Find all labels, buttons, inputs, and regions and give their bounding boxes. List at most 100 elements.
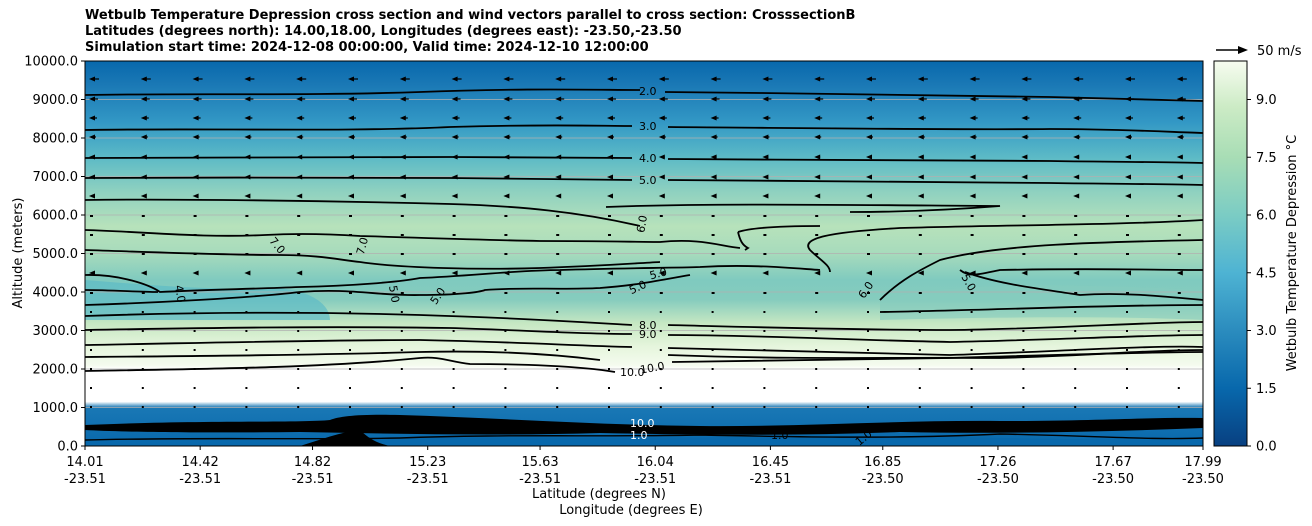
wind-vector bbox=[400, 368, 403, 370]
wind-vector-head bbox=[969, 134, 976, 140]
wind-vector bbox=[867, 311, 869, 313]
wind-vector bbox=[1177, 330, 1180, 332]
wind-vector bbox=[297, 215, 301, 217]
wind-vector-head bbox=[866, 174, 872, 180]
wind-vector bbox=[918, 215, 922, 217]
colorbar-tick-label: 6.0 bbox=[1256, 209, 1277, 224]
wind-vector bbox=[659, 311, 662, 313]
wind-vector-head bbox=[969, 154, 976, 160]
wind-vector bbox=[1177, 311, 1180, 313]
wind-vector bbox=[1074, 253, 1078, 255]
contour-line-8b bbox=[85, 326, 1203, 343]
wind-vector-head bbox=[348, 115, 354, 121]
wind-vector bbox=[1074, 387, 1077, 389]
wind-vector bbox=[1074, 406, 1077, 408]
wind-vector-head bbox=[969, 96, 976, 102]
wind-vector bbox=[763, 311, 766, 313]
wind-vector-head bbox=[503, 134, 510, 140]
wind-vector bbox=[1022, 406, 1025, 408]
wind-vector-head bbox=[1125, 115, 1131, 121]
wind-vector bbox=[659, 368, 662, 370]
wind-vector-head bbox=[1125, 134, 1131, 140]
contour-line-9 bbox=[85, 339, 1203, 356]
wind-vector-head bbox=[1073, 76, 1080, 82]
wind-vector bbox=[400, 215, 404, 217]
contour-line-6 bbox=[85, 198, 1203, 273]
y-tick-label: 7000.0 bbox=[33, 170, 79, 185]
wind-vector-head bbox=[140, 96, 147, 102]
wind-vector-head bbox=[244, 76, 251, 82]
contour-line-7b bbox=[85, 249, 661, 270]
wind-vector bbox=[608, 215, 611, 217]
wind-vector bbox=[556, 406, 559, 408]
wind-vector-head bbox=[658, 154, 665, 160]
wind-vector-head bbox=[140, 193, 147, 199]
wind-vector bbox=[659, 234, 663, 236]
wind-vector bbox=[918, 406, 921, 408]
wind-vector-head bbox=[1176, 76, 1183, 82]
chart-title-line-2: Latitudes (degrees north): 14.00,18.00, … bbox=[85, 24, 682, 39]
wind-vector bbox=[1177, 387, 1180, 389]
wind-vector-head bbox=[1176, 154, 1183, 160]
wind-vector bbox=[711, 368, 714, 370]
wind-vector-head bbox=[555, 134, 562, 140]
x-tick-label-lat: 16.45 bbox=[752, 455, 789, 470]
x-tick-label-lat: 16.85 bbox=[864, 455, 901, 470]
wind-vector-head bbox=[296, 193, 303, 199]
wind-vector-head bbox=[866, 154, 872, 160]
contour-line-5b bbox=[85, 265, 821, 293]
wind-vector bbox=[556, 349, 559, 351]
wind-vector-head bbox=[762, 193, 769, 199]
x-tick-label-lat: 17.26 bbox=[979, 455, 1016, 470]
wind-vector-head bbox=[399, 193, 406, 199]
wind-vector bbox=[452, 349, 455, 351]
wind-vector-head bbox=[451, 96, 458, 102]
wind-vector bbox=[245, 349, 248, 351]
x-tick-label-lat: 17.99 bbox=[1184, 455, 1221, 470]
colorbar-tick-label: 7.5 bbox=[1256, 151, 1277, 166]
y-tick-label: 5000.0 bbox=[33, 247, 79, 262]
contour-line-5 bbox=[85, 176, 1203, 186]
wind-vector-head bbox=[710, 96, 717, 102]
wind-vector-head bbox=[762, 154, 769, 160]
wind-vector bbox=[90, 368, 92, 370]
wind-vector bbox=[608, 311, 610, 313]
wind-vector bbox=[608, 349, 610, 351]
wind-vector bbox=[1126, 292, 1129, 294]
wind-vector bbox=[815, 311, 818, 313]
x-tick-label-lon: -23.51 bbox=[749, 472, 791, 487]
wind-vector-head bbox=[192, 134, 199, 140]
wind-vector bbox=[193, 311, 196, 313]
wind-vector-head bbox=[917, 270, 924, 276]
wind-vector-head bbox=[1073, 270, 1080, 276]
wind-vector bbox=[90, 253, 93, 255]
x-tick-label-lat: 16.04 bbox=[637, 455, 674, 470]
wind-vector bbox=[141, 215, 145, 217]
x-tick-label-lon: -23.51 bbox=[179, 472, 221, 487]
wind-vector-head bbox=[1021, 115, 1028, 121]
wind-vector-head bbox=[1073, 134, 1080, 140]
wind-vector bbox=[970, 330, 973, 332]
low-level-contours bbox=[85, 433, 1203, 441]
wind-vector bbox=[608, 330, 610, 332]
colorbar-ticks: 0.0 1.5 3.0 4.5 6.0 7.5 9.0 bbox=[1247, 93, 1277, 455]
wind-vector-head bbox=[192, 193, 199, 199]
wind-vector bbox=[141, 349, 144, 351]
wind-vector bbox=[1177, 406, 1180, 408]
wind-vector bbox=[193, 330, 196, 332]
wind-vector-head bbox=[89, 193, 95, 199]
wind-vector-head bbox=[348, 270, 354, 276]
wind-vector bbox=[970, 215, 974, 217]
wind-vector bbox=[452, 387, 455, 389]
wind-vector-head bbox=[607, 270, 613, 276]
wind-vector bbox=[1074, 234, 1078, 236]
wind-vector-head bbox=[555, 193, 562, 199]
wind-vector bbox=[1126, 349, 1128, 351]
colorbar-tick-label: 9.0 bbox=[1256, 93, 1277, 108]
wind-vector bbox=[970, 234, 974, 236]
wind-vector-head bbox=[1073, 174, 1080, 180]
wind-vector bbox=[400, 406, 403, 408]
wind-vector-head bbox=[1125, 270, 1131, 276]
wind-vector-head bbox=[1176, 174, 1183, 180]
wind-vector-head bbox=[969, 193, 976, 199]
